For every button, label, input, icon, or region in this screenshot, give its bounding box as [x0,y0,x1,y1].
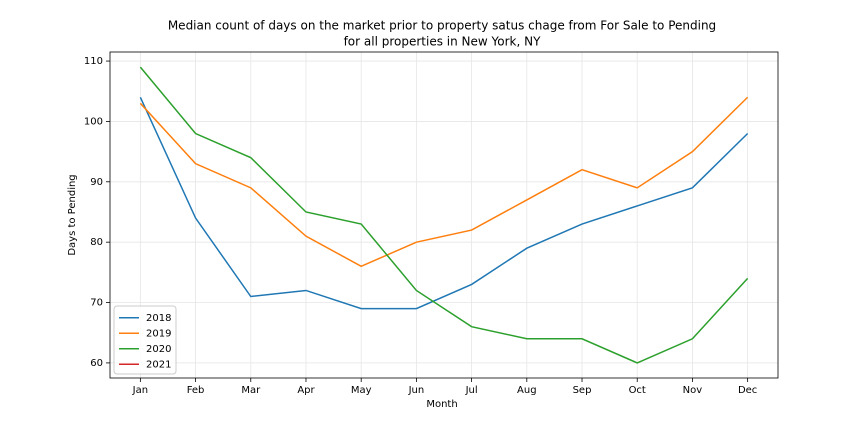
y-axis-label: Days to Pending [67,174,78,255]
x-tick-label: May [351,385,372,396]
x-tick-label: Jul [465,385,478,396]
legend-label: 2019 [146,328,171,339]
x-tick-label: Jan [132,385,148,396]
legend-label: 2018 [146,313,171,324]
chart-title: Median count of days on the market prior… [168,19,716,33]
x-tick-label: Oct [629,385,646,396]
line-series [139,66,749,364]
x-axis-label: Month [426,399,457,410]
x-tick-label: Jun [408,385,425,396]
x-tick-label: Sep [573,385,592,396]
chart-subtitle: for all properties in New York, NY [344,35,542,49]
x-tick-label: Aug [517,385,537,396]
y-tick-label: 100 [84,116,103,127]
x-tick-label: Mar [241,385,261,396]
x-tick-label: Dec [738,385,757,396]
legend-label: 2020 [146,344,171,355]
line-series [139,96,749,268]
line-series [139,96,749,310]
y-tick-label: 80 [90,237,103,248]
plot-frame [109,51,779,379]
y-tick-label: 110 [84,56,103,67]
y-tick-label: 90 [90,177,103,188]
legend: 2018 2019 2020 2021 [113,305,177,375]
y-tick-label: 60 [90,358,103,369]
x-tick-label: Apr [297,385,315,396]
x-tick-label: Feb [187,385,205,396]
y-tick-label: 70 [90,298,103,309]
x-tick-label: Nov [683,385,703,396]
legend-label: 2021 [146,359,171,370]
legend-box [113,305,177,375]
